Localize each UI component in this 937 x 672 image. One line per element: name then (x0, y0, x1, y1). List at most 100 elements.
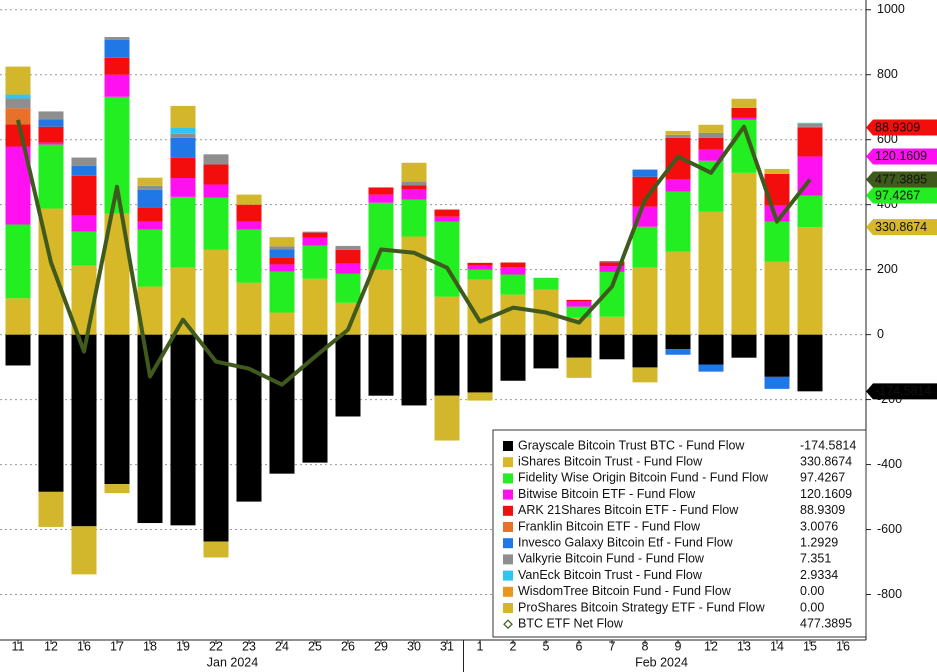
legend-label: Invesco Galaxy Bitcoin Etf - Fund Flow (518, 535, 734, 549)
bar-segment (5, 298, 31, 335)
bar-segment (665, 134, 691, 138)
bar-segment (764, 221, 790, 262)
legend-swatch (503, 603, 513, 613)
bar-segment (434, 395, 460, 441)
bar-segment (38, 126, 64, 143)
legend-swatch (503, 586, 513, 597)
bar-segment (170, 178, 196, 197)
value-tag-label: 330.8674 (875, 220, 927, 234)
bar-segment (71, 175, 97, 216)
bar-segment (566, 334, 592, 358)
legend-value: 1.2929 (800, 535, 838, 549)
bar-segment (500, 262, 526, 268)
bar-segment (368, 334, 394, 396)
bar-segment (236, 204, 262, 222)
bar-segment (203, 154, 229, 165)
bar-segment (137, 207, 163, 222)
x-tick-label: 12 (704, 639, 718, 653)
bar-segment (401, 162, 427, 182)
bar-segment (632, 267, 658, 335)
bar-segment (599, 262, 625, 267)
bar-segment (797, 123, 823, 127)
bar-segment (71, 165, 97, 176)
x-tick-label: 16 (836, 639, 850, 653)
bar-segment (236, 334, 262, 502)
x-tick-label: 29 (374, 639, 388, 653)
bar-segment (236, 229, 262, 283)
bar-segment (38, 491, 64, 527)
bar-segment (104, 39, 130, 58)
bar-segment (632, 169, 658, 177)
bar-segment (731, 98, 757, 108)
bar-segment (170, 105, 196, 128)
bar-segment (401, 189, 427, 200)
month-label: Jan 2024 (207, 655, 258, 669)
legend-label: WisdomTree Bitcoin Fund - Fund Flow (518, 584, 732, 598)
bar-segment (335, 249, 361, 264)
x-tick-label: 2 (510, 639, 517, 653)
y-tick-label: -600 (877, 522, 902, 536)
bar-segment (665, 251, 691, 335)
value-tag (866, 171, 937, 188)
bar-segment (137, 185, 163, 190)
bar-segment (5, 94, 31, 99)
y-tick-label: 0 (877, 327, 884, 341)
bar-segment (5, 224, 31, 299)
bar-segment (698, 334, 724, 365)
bar-segment (665, 130, 691, 135)
bar-segment (467, 262, 493, 266)
bar-segment (467, 392, 493, 401)
bar-segment (71, 215, 97, 232)
bar-segment (665, 334, 691, 350)
legend-box (492, 429, 867, 638)
bar-segment (401, 334, 427, 406)
bar-segment (5, 334, 31, 366)
legend-value: 0.00 (800, 584, 824, 598)
bar-segment (500, 294, 526, 335)
bar-segment (104, 484, 130, 494)
bar-segment (104, 37, 130, 40)
bar-segment (302, 237, 328, 246)
x-tick-label: 23 (242, 639, 256, 653)
legend-label: Bitwise Bitcoin ETF - Fund Flow (518, 487, 696, 501)
bar-segment (533, 277, 559, 290)
bar-segment (38, 119, 64, 127)
bar-segment (467, 334, 493, 393)
legend-swatch (503, 489, 513, 500)
x-tick-label: 8 (642, 639, 649, 653)
bar-segment (500, 267, 526, 275)
legend-label: VanEck Bitcoin Trust - Fund Flow (518, 568, 703, 582)
bar-segment (731, 334, 757, 358)
bar-segment (269, 312, 295, 335)
bar-segment (170, 128, 196, 134)
x-tick-label: 25 (308, 639, 322, 653)
bar-segment (764, 261, 790, 335)
legend-swatch (503, 457, 513, 468)
bar-segment (302, 278, 328, 335)
legend-label: iShares Bitcoin Trust - Fund Flow (518, 454, 703, 468)
bar-segment (632, 226, 658, 268)
bar-segment (698, 124, 724, 133)
bar-segment (104, 334, 130, 485)
bar-segment (368, 194, 394, 203)
legend-value: 3.0076 (800, 519, 838, 533)
bar-segment (764, 168, 790, 174)
bar-segment (599, 266, 625, 272)
bar-segment (170, 267, 196, 335)
bar-segment (269, 271, 295, 313)
bar-segment (170, 196, 196, 268)
legend-value: 2.9334 (800, 568, 838, 582)
bar-segment (137, 177, 163, 186)
legend-swatch (503, 522, 513, 532)
legend-swatch (503, 505, 513, 516)
bar-segment (269, 264, 295, 272)
bar-segment (797, 334, 823, 392)
bar-segment (434, 296, 460, 335)
legend-swatch (503, 554, 513, 565)
bar-segment (269, 257, 295, 265)
bar-segment (170, 157, 196, 179)
right-tags: -174.5814 330.8674 97.4267 120.1609 88.9309 4… (866, 119, 937, 400)
x-tick-label: 11 (12, 639, 25, 653)
legend-value: 330.8674 (800, 454, 852, 468)
